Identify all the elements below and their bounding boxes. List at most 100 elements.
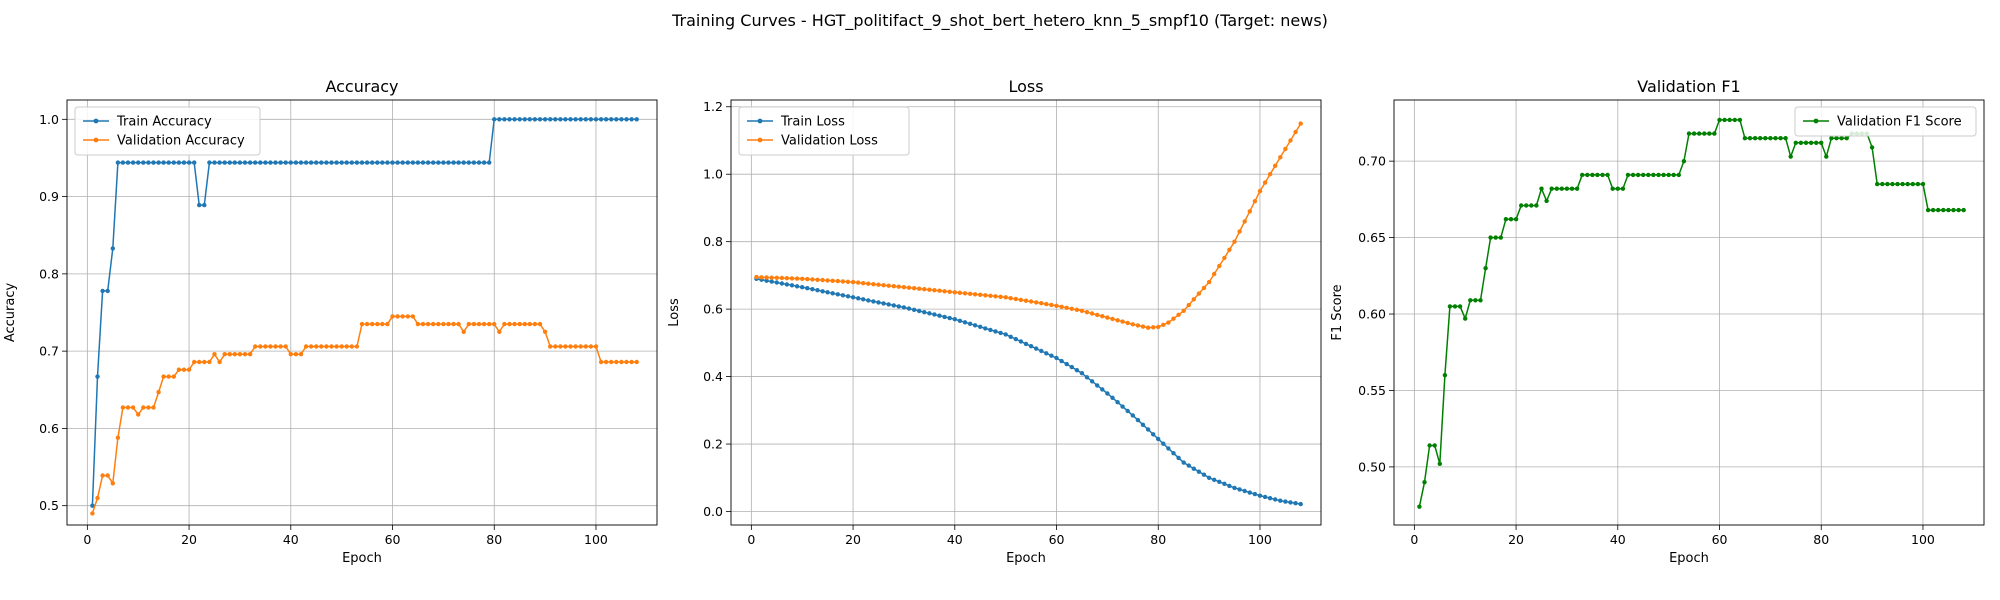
data-point (1585, 172, 1590, 178)
data-point (988, 327, 993, 333)
data-point (1084, 375, 1090, 380)
data-point (1079, 371, 1085, 376)
data-point (136, 412, 141, 417)
data-point (415, 160, 421, 165)
data-point (380, 321, 385, 327)
data-point (1656, 172, 1661, 178)
data-point (1044, 351, 1049, 356)
data-point (850, 295, 856, 300)
legend-box (738, 106, 910, 156)
data-point (1034, 300, 1039, 305)
data-point (217, 359, 222, 365)
data-point (794, 276, 800, 281)
data-point (105, 473, 110, 478)
data-point (1808, 140, 1814, 145)
data-point (774, 275, 779, 280)
data-point (1641, 172, 1646, 178)
data-point (988, 293, 993, 298)
data-point (359, 321, 365, 327)
y-tick-label: 0.8 (39, 266, 59, 281)
data-point (563, 344, 568, 349)
data-point (1503, 217, 1509, 222)
data-point (497, 329, 502, 334)
data-point (466, 160, 471, 165)
data-point (1008, 296, 1013, 301)
data-point (1151, 325, 1156, 330)
legend: Validation F1 Score (1794, 106, 1977, 137)
x-axis-label: Epoch (1006, 551, 1046, 566)
data-point (906, 285, 912, 290)
legend-label: Validation Loss (781, 134, 878, 149)
data-point (1201, 285, 1207, 291)
data-point (871, 282, 876, 287)
data-point (1895, 181, 1900, 187)
data-point (1069, 306, 1075, 311)
data-point (614, 117, 619, 122)
data-point (329, 344, 334, 349)
data-point (471, 321, 477, 327)
legend-marker (757, 137, 763, 143)
data-point (202, 359, 207, 365)
data-point (1054, 303, 1059, 308)
y-tick-label: 0.6 (39, 421, 59, 436)
x-tick-label: 0 (747, 532, 755, 547)
data-point (441, 321, 446, 327)
data-point (436, 160, 441, 165)
data-point (1273, 163, 1278, 168)
data-point (845, 294, 851, 299)
data-point (456, 160, 461, 165)
data-point (901, 285, 907, 290)
chart-title: Validation F1 (1637, 77, 1740, 96)
data-point (886, 302, 891, 307)
data-point (774, 280, 779, 285)
data-point (1145, 427, 1151, 432)
data-point (502, 117, 507, 122)
data-point (1074, 368, 1080, 373)
data-point (789, 276, 795, 281)
data-point (268, 344, 273, 349)
data-point (1267, 496, 1273, 501)
data-point (202, 202, 207, 208)
data-point (512, 321, 517, 327)
data-point (1956, 207, 1961, 213)
data-point (90, 511, 95, 516)
data-point (1161, 441, 1166, 446)
x-tick-label: 40 (283, 532, 299, 547)
data-point (1768, 136, 1773, 141)
data-point (1166, 446, 1171, 451)
data-point (212, 160, 217, 165)
data-point (1130, 322, 1136, 327)
data-point (876, 282, 881, 287)
data-point (1212, 477, 1217, 482)
data-point (171, 374, 176, 379)
data-point (891, 303, 896, 308)
data-point (1084, 310, 1090, 315)
data-point (390, 160, 395, 165)
data-point (151, 405, 156, 410)
data-point (1498, 235, 1504, 240)
data-point (308, 344, 314, 349)
data-point (993, 329, 998, 334)
data-point (487, 160, 492, 165)
series-train-accuracy (90, 117, 639, 508)
data-point (1039, 348, 1044, 354)
data-point (759, 275, 764, 280)
data-point (1212, 271, 1217, 277)
data-point (1028, 299, 1034, 304)
data-point (573, 117, 578, 122)
data-point (1829, 136, 1834, 141)
data-point (967, 291, 973, 296)
data-point (161, 160, 166, 165)
data-point (171, 160, 176, 165)
y-tick-label: 0.0 (703, 504, 723, 519)
data-point (820, 277, 825, 283)
data-point (1961, 207, 1966, 213)
data-point (1676, 172, 1682, 178)
data-point (578, 117, 583, 122)
data-point (1171, 316, 1176, 321)
data-point (1206, 475, 1212, 480)
data-point (1262, 180, 1268, 185)
data-point (141, 160, 146, 165)
data-point (835, 292, 840, 297)
data-point (1452, 304, 1458, 309)
